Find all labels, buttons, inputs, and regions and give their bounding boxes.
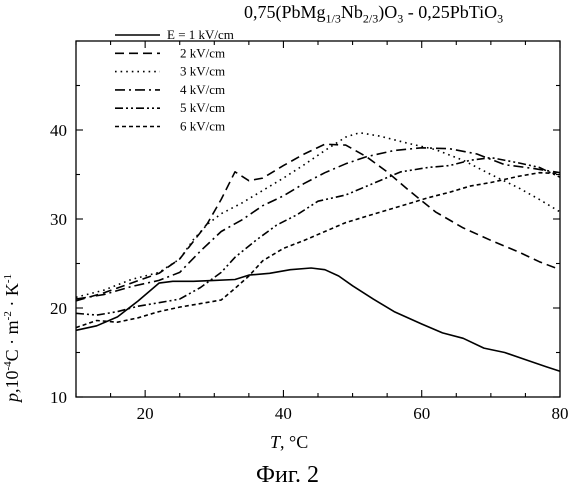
x-tick-label: 60 [413, 404, 430, 423]
legend-label: 2 kV/cm [180, 45, 225, 60]
legend-label: 5 kV/cm [180, 100, 225, 115]
x-axis-label: T, °C [270, 432, 308, 453]
legend: E = 1 kV/cm 2 kV/cm 3 kV/cm 4 kV/cm 5 kV/cm 6… [115, 27, 234, 134]
plot-frame [76, 41, 560, 397]
y-tick-label: 40 [50, 121, 67, 140]
legend-label: E = 1 kV/cm [167, 27, 234, 42]
series-line [76, 133, 560, 298]
series-line [76, 144, 560, 301]
y-tick-label: 30 [50, 210, 67, 229]
series-line [76, 173, 560, 328]
y-axis-label: p,10-4C · m-2 · K-1 [2, 198, 32, 478]
legend-label: 3 kV/cm [180, 64, 225, 79]
series-lines [76, 133, 560, 372]
chart-title: 0,75(PbMg1/3Nb2/3)O3 - 0,25PbTiO3 [244, 2, 503, 27]
figure-caption: Фиг. 2 [0, 462, 575, 489]
y-tick-label: 10 [50, 388, 67, 407]
y-tick-label: 20 [50, 299, 67, 318]
x-tick-label: 80 [552, 404, 569, 423]
legend-label: 6 kV/cm [180, 119, 225, 134]
legend-label: 4 kV/cm [180, 82, 225, 97]
x-tick-label: 40 [275, 404, 292, 423]
axis-ticks: 20 40 60 80 10 20 30 40 [50, 41, 569, 423]
x-tick-label: 20 [137, 404, 154, 423]
